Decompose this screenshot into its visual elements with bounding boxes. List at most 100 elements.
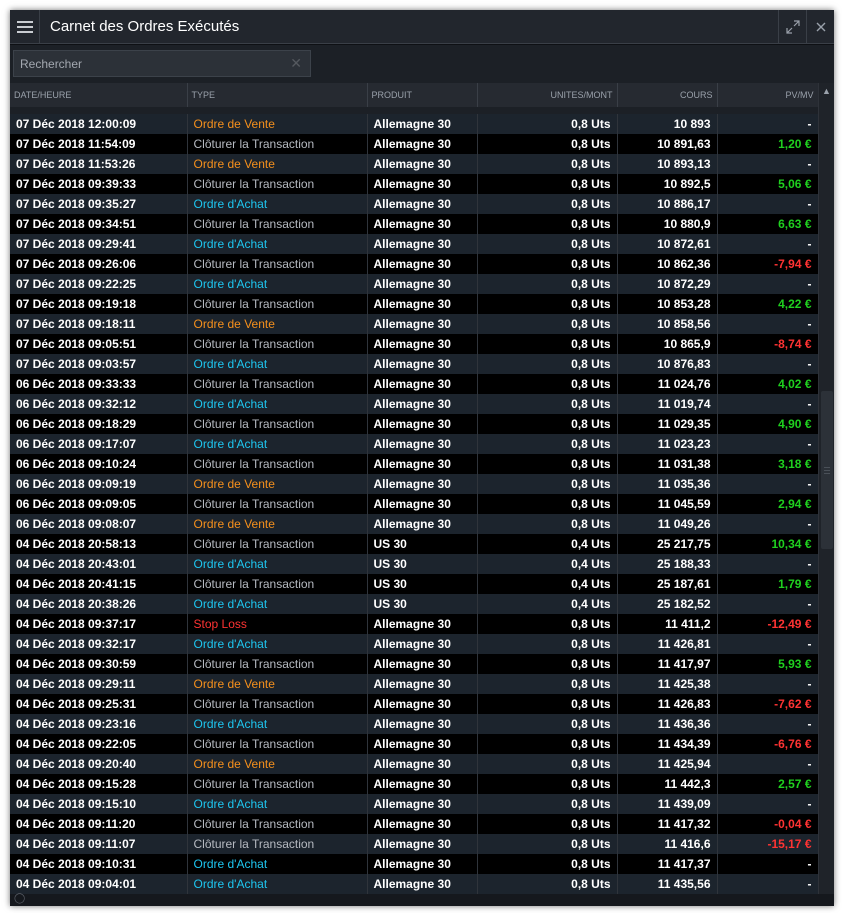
cell-pnl: - bbox=[717, 874, 818, 894]
table-row[interactable]: 06 Déc 2018 09:33:33 Clôturer la Transact… bbox=[10, 374, 818, 394]
table-row[interactable]: 07 Déc 2018 11:53:26 Ordre de Vente Allema… bbox=[10, 154, 818, 174]
cell-pnl: - bbox=[717, 754, 818, 774]
table-row[interactable]: 07 Déc 2018 09:35:27 Ordre d'Achat Allemag… bbox=[10, 194, 818, 214]
col-header-type[interactable]: TYPE bbox=[187, 83, 368, 107]
cell-pnl: - bbox=[717, 514, 818, 534]
cell-product: Allemagne 30 bbox=[367, 874, 478, 894]
table-row[interactable]: 04 Déc 2018 09:22:05 Clôturer la Transact… bbox=[10, 734, 818, 754]
cell-price: 11 435,56 bbox=[617, 874, 718, 894]
cell-type: Clôturer la Transaction bbox=[187, 734, 368, 754]
cell-type: Clôturer la Transaction bbox=[187, 534, 368, 554]
table-row[interactable]: 07 Déc 2018 09:29:41 Ordre d'Achat Allemag… bbox=[10, 234, 818, 254]
col-header-units[interactable]: UNITES/MONT bbox=[477, 83, 618, 107]
clear-search-icon[interactable]: ✕ bbox=[290, 55, 302, 71]
cell-product: US 30 bbox=[367, 534, 478, 554]
table-row[interactable]: 04 Déc 2018 20:58:13 Clôturer la Transact… bbox=[10, 534, 818, 554]
cell-product: Allemagne 30 bbox=[367, 294, 478, 314]
search-box: ✕ bbox=[13, 50, 311, 77]
cell-price: 11 029,35 bbox=[617, 414, 718, 434]
cell-units: 0,8 Uts bbox=[477, 134, 618, 154]
cell-pnl: - bbox=[717, 434, 818, 454]
cell-type: Clôturer la Transaction bbox=[187, 814, 368, 834]
table-row[interactable]: 04 Déc 2018 09:15:28 Clôturer la Transact… bbox=[10, 774, 818, 794]
cell-pnl: - bbox=[717, 554, 818, 574]
cell-units: 0,8 Uts bbox=[477, 454, 618, 474]
table-row[interactable]: 06 Déc 2018 09:17:07 Ordre d'Achat Allemag… bbox=[10, 434, 818, 454]
cell-price: 10 886,17 bbox=[617, 194, 718, 214]
cell-product: US 30 bbox=[367, 594, 478, 614]
cell-pnl: - bbox=[717, 474, 818, 494]
executed-orders-window: Carnet des Ordres Exécutés ✕ DATE/HEURE bbox=[10, 10, 834, 906]
table-row[interactable]: 04 Déc 2018 09:30:59 Clôturer la Transact… bbox=[10, 654, 818, 674]
cell-pnl: - bbox=[717, 674, 818, 694]
expand-button[interactable] bbox=[778, 10, 806, 44]
table-row[interactable]: 04 Déc 2018 20:43:01 Ordre d'Achat US 30 0,… bbox=[10, 554, 818, 574]
cell-product: Allemagne 30 bbox=[367, 174, 478, 194]
table-row[interactable]: 04 Déc 2018 09:04:01 Ordre d'Achat Allemag… bbox=[10, 874, 818, 894]
cell-units: 0,8 Uts bbox=[477, 294, 618, 314]
cell-price: 10 865,9 bbox=[617, 334, 718, 354]
partial-row bbox=[10, 107, 818, 114]
table-row[interactable]: 07 Déc 2018 09:03:57 Ordre d'Achat Allemag… bbox=[10, 354, 818, 374]
col-header-date[interactable]: DATE/HEURE bbox=[10, 83, 188, 107]
table-row[interactable]: 06 Déc 2018 09:10:24 Clôturer la Transact… bbox=[10, 454, 818, 474]
cell-product: US 30 bbox=[367, 554, 478, 574]
table-row[interactable]: 07 Déc 2018 09:18:11 Ordre de Vente Allema… bbox=[10, 314, 818, 334]
close-button[interactable] bbox=[806, 10, 834, 44]
col-header-price[interactable]: COURS bbox=[617, 83, 718, 107]
table-row[interactable]: 04 Déc 2018 09:25:31 Clôturer la Transact… bbox=[10, 694, 818, 714]
menu-button[interactable] bbox=[10, 10, 40, 44]
table-row[interactable]: 04 Déc 2018 09:20:40 Ordre de Vente Allema… bbox=[10, 754, 818, 774]
table-row[interactable]: 07 Déc 2018 09:22:25 Ordre d'Achat Allemag… bbox=[10, 274, 818, 294]
cell-price: 25 188,33 bbox=[617, 554, 718, 574]
table-row[interactable]: 06 Déc 2018 09:09:05 Clôturer la Transact… bbox=[10, 494, 818, 514]
vertical-scrollbar[interactable]: ▲ ▼ bbox=[818, 83, 834, 906]
col-header-pnl[interactable]: PV/MV bbox=[717, 83, 818, 107]
cell-units: 0,8 Uts bbox=[477, 114, 618, 134]
table-row[interactable]: 07 Déc 2018 09:39:33 Clôturer la Transact… bbox=[10, 174, 818, 194]
orders-table-container: DATE/HEURE TYPE PRODUIT UNITES/MONT COUR… bbox=[10, 83, 818, 906]
cell-date: 04 Déc 2018 09:15:10 bbox=[10, 794, 188, 814]
cell-product: Allemagne 30 bbox=[367, 214, 478, 234]
table-row[interactable]: 07 Déc 2018 09:19:18 Clôturer la Transact… bbox=[10, 294, 818, 314]
cell-units: 0,8 Uts bbox=[477, 694, 618, 714]
table-row[interactable]: 07 Déc 2018 09:26:06 Clôturer la Transact… bbox=[10, 254, 818, 274]
scroll-up-icon[interactable]: ▲ bbox=[822, 86, 831, 96]
table-row[interactable]: 04 Déc 2018 20:41:15 Clôturer la Transact… bbox=[10, 574, 818, 594]
table-row[interactable]: 04 Déc 2018 09:29:11 Ordre de Vente Allema… bbox=[10, 674, 818, 694]
cell-type: Ordre d'Achat bbox=[187, 634, 368, 654]
cell-price: 11 425,38 bbox=[617, 674, 718, 694]
cell-type: Ordre d'Achat bbox=[187, 854, 368, 874]
cell-date: 04 Déc 2018 09:04:01 bbox=[10, 874, 188, 894]
table-row[interactable]: 07 Déc 2018 09:05:51 Clôturer la Transact… bbox=[10, 334, 818, 354]
cell-date: 06 Déc 2018 09:08:07 bbox=[10, 514, 188, 534]
cell-type: Ordre de Vente bbox=[187, 154, 368, 174]
col-header-product[interactable]: PRODUIT bbox=[367, 83, 478, 107]
cell-price: 11 031,38 bbox=[617, 454, 718, 474]
table-row[interactable]: 04 Déc 2018 09:23:16 Ordre d'Achat Allemag… bbox=[10, 714, 818, 734]
table-row[interactable]: 07 Déc 2018 12:00:09 Ordre de Vente Allema… bbox=[10, 114, 818, 134]
table-row[interactable]: 04 Déc 2018 09:37:17 Stop Loss Allemagne 3… bbox=[10, 614, 818, 634]
table-row[interactable]: 06 Déc 2018 09:08:07 Ordre de Vente Allema… bbox=[10, 514, 818, 534]
scrollbar-thumb[interactable] bbox=[821, 391, 833, 549]
table-row[interactable]: 06 Déc 2018 09:09:19 Ordre de Vente Allema… bbox=[10, 474, 818, 494]
table-row[interactable]: 04 Déc 2018 09:32:17 Ordre d'Achat Allemag… bbox=[10, 634, 818, 654]
cell-units: 0,8 Uts bbox=[477, 394, 618, 414]
cell-date: 04 Déc 2018 20:58:13 bbox=[10, 534, 188, 554]
search-input[interactable] bbox=[20, 55, 280, 73]
table-row[interactable]: 07 Déc 2018 09:34:51 Clôturer la Transact… bbox=[10, 214, 818, 234]
table-row[interactable]: 04 Déc 2018 09:11:07 Clôturer la Transact… bbox=[10, 834, 818, 854]
cell-date: 04 Déc 2018 09:30:59 bbox=[10, 654, 188, 674]
cell-price: 10 853,28 bbox=[617, 294, 718, 314]
table-row[interactable]: 06 Déc 2018 09:18:29 Clôturer la Transact… bbox=[10, 414, 818, 434]
table-row[interactable]: 04 Déc 2018 09:15:10 Ordre d'Achat Allemag… bbox=[10, 794, 818, 814]
table-row[interactable]: 04 Déc 2018 09:11:20 Clôturer la Transact… bbox=[10, 814, 818, 834]
table-row[interactable]: 04 Déc 2018 20:38:26 Ordre d'Achat US 30 0,… bbox=[10, 594, 818, 614]
table-row[interactable]: 04 Déc 2018 09:10:31 Ordre d'Achat Allemag… bbox=[10, 854, 818, 874]
cell-pnl: 4,02 € bbox=[717, 374, 818, 394]
bulb-icon: ◯ bbox=[14, 893, 26, 904]
table-row[interactable]: 07 Déc 2018 11:54:09 Clôturer la Transact… bbox=[10, 134, 818, 154]
cell-units: 0,8 Uts bbox=[477, 834, 618, 854]
table-row[interactable]: 06 Déc 2018 09:32:12 Ordre d'Achat Allemag… bbox=[10, 394, 818, 414]
cell-pnl: -15,17 € bbox=[717, 834, 818, 854]
